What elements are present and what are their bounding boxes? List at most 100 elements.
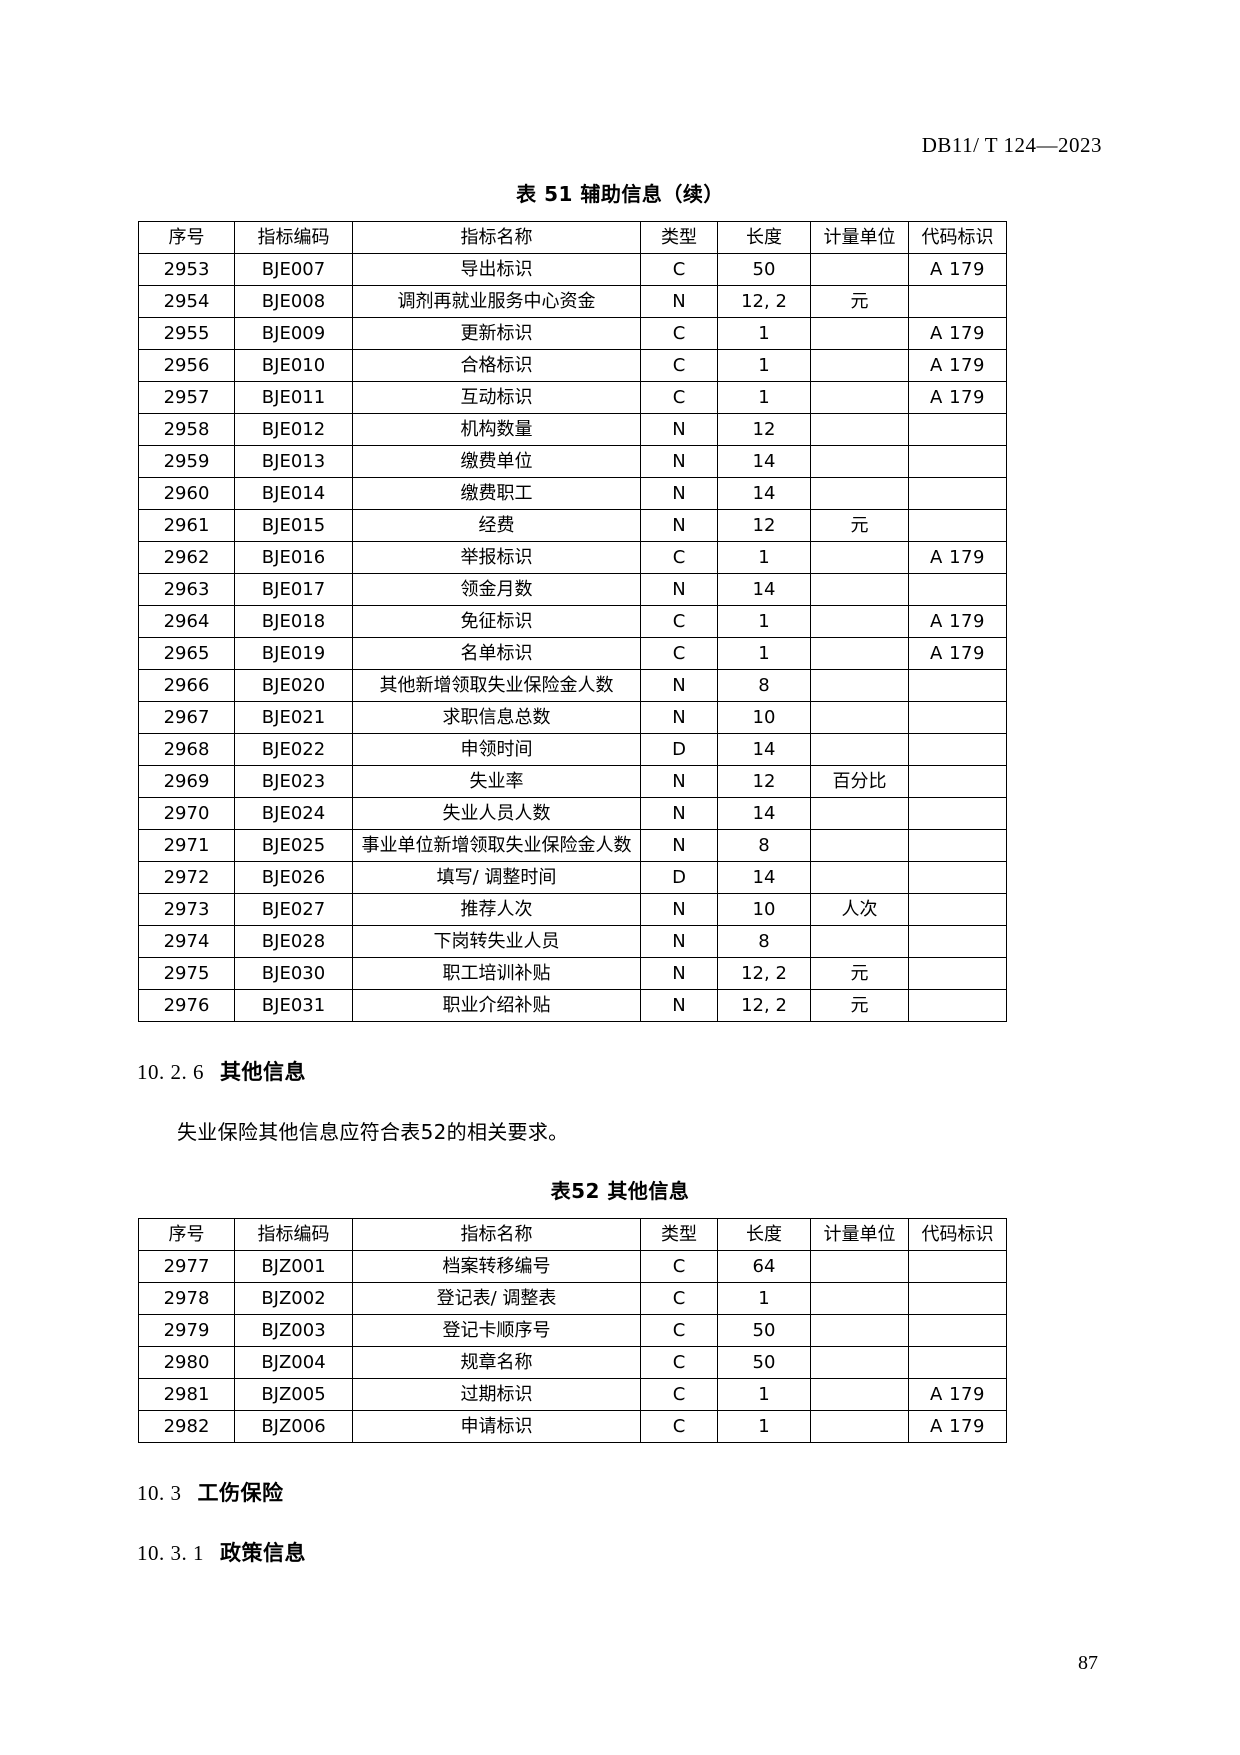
cell-name: 经费 <box>352 509 641 542</box>
cell-name: 职工培训补贴 <box>352 957 641 990</box>
cell-unit <box>810 1346 909 1379</box>
cell-serial: 2972 <box>138 861 235 894</box>
cell-length: 14 <box>717 797 811 830</box>
cell-unit <box>810 1378 909 1411</box>
cell-serial: 2960 <box>138 477 235 510</box>
table-row: 2964 BJE018 免征标识 C 1 A 179 <box>138 605 1007 638</box>
cell-code: BJE025 <box>234 829 353 862</box>
cell-name: 其他新增领取失业保险金人数 <box>352 669 641 702</box>
cell-type: N <box>640 765 718 798</box>
cell-code: BJE020 <box>234 669 353 702</box>
cell-length: 12 <box>717 509 811 542</box>
section-number: 10. 3 <box>137 1481 182 1505</box>
cell-type: N <box>640 477 718 510</box>
cell-type: N <box>640 445 718 478</box>
cell-type: C <box>640 253 718 286</box>
table-row: 2973 BJE027 推荐人次 N 10 人次 <box>138 893 1007 926</box>
cell-unit <box>810 381 909 414</box>
cell-serial: 2975 <box>138 957 235 990</box>
section-heading-10-3-1: 10. 3. 1 政策信息 <box>137 1537 1103 1567</box>
table-row: 2980 BJZ004 规章名称 C 50 <box>138 1346 1007 1379</box>
table-row: 2967 BJE021 求职信息总数 N 10 <box>138 701 1007 734</box>
cell-length: 12 <box>717 413 811 446</box>
cell-length: 1 <box>717 1282 811 1315</box>
cell-serial: 2967 <box>138 701 235 734</box>
cell-codeflag <box>908 1314 1007 1347</box>
cell-codeflag <box>908 285 1007 318</box>
cell-type: N <box>640 669 718 702</box>
cell-codeflag <box>908 413 1007 446</box>
cell-type: N <box>640 893 718 926</box>
cell-codeflag: A 179 <box>908 349 1007 382</box>
cell-name: 机构数量 <box>352 413 641 446</box>
cell-length: 1 <box>717 541 811 574</box>
cell-serial: 2955 <box>138 317 235 350</box>
column-header-name: 指标名称 <box>352 1218 641 1251</box>
table-header-row: 序号 指标编码 指标名称 类型 长度 计量单位 代码标识 <box>138 1218 1007 1251</box>
column-header-name: 指标名称 <box>352 221 641 254</box>
table-row: 2956 BJE010 合格标识 C 1 A 179 <box>138 349 1007 382</box>
cell-code: BJE023 <box>234 765 353 798</box>
cell-serial: 2980 <box>138 1346 235 1379</box>
cell-code: BJE017 <box>234 573 353 606</box>
cell-length: 14 <box>717 733 811 766</box>
column-header-code: 指标编码 <box>234 221 353 254</box>
table-row: 2955 BJE009 更新标识 C 1 A 179 <box>138 317 1007 350</box>
cell-serial: 2964 <box>138 605 235 638</box>
cell-length: 50 <box>717 253 811 286</box>
table-51-title: 表 51 辅助信息（续） <box>516 182 724 206</box>
cell-serial: 2965 <box>138 637 235 670</box>
cell-codeflag <box>908 701 1007 734</box>
cell-serial: 2979 <box>138 1314 235 1347</box>
column-header-codeflag: 代码标识 <box>908 1218 1007 1251</box>
column-header-length: 长度 <box>717 1218 811 1251</box>
cell-name: 缴费单位 <box>352 445 641 478</box>
cell-code: BJE026 <box>234 861 353 894</box>
cell-codeflag <box>908 1346 1007 1379</box>
cell-type: N <box>640 829 718 862</box>
cell-unit: 元 <box>810 285 909 318</box>
cell-length: 12, 2 <box>717 989 811 1022</box>
cell-codeflag: A 179 <box>908 1378 1007 1411</box>
running-header: DB11/ T 124—2023 <box>921 133 1102 157</box>
cell-unit <box>810 541 909 574</box>
cell-name: 登记表/ 调整表 <box>352 1282 641 1315</box>
cell-unit <box>810 445 909 478</box>
cell-type: D <box>640 733 718 766</box>
cell-length: 10 <box>717 893 811 926</box>
cell-length: 1 <box>717 317 811 350</box>
cell-type: N <box>640 925 718 958</box>
table-row: 2963 BJE017 领金月数 N 14 <box>138 573 1007 606</box>
cell-unit <box>810 413 909 446</box>
cell-type: C <box>640 1314 718 1347</box>
cell-type: C <box>640 317 718 350</box>
section-title: 工伤保险 <box>197 1481 284 1505</box>
table-52: 序号 指标编码 指标名称 类型 长度 计量单位 代码标识 2977 BJZ001 档… <box>138 1218 1007 1443</box>
cell-length: 1 <box>717 349 811 382</box>
table-row: 2968 BJE022 申领时间 D 14 <box>138 733 1007 766</box>
table-row: 2970 BJE024 失业人员人数 N 14 <box>138 797 1007 830</box>
cell-unit: 元 <box>810 957 909 990</box>
cell-unit: 百分比 <box>810 765 909 798</box>
cell-length: 12 <box>717 765 811 798</box>
cell-code: BJE024 <box>234 797 353 830</box>
cell-type: N <box>640 509 718 542</box>
cell-codeflag <box>908 1282 1007 1315</box>
cell-name: 免征标识 <box>352 605 641 638</box>
table-row: 2960 BJE014 缴费职工 N 14 <box>138 477 1007 510</box>
cell-codeflag <box>908 925 1007 958</box>
cell-unit <box>810 669 909 702</box>
table-row: 2971 BJE025 事业单位新增领取失业保险金人数 N 8 <box>138 829 1007 862</box>
cell-code: BJE016 <box>234 541 353 574</box>
cell-name: 推荐人次 <box>352 893 641 926</box>
table-row: 2953 BJE007 导出标识 C 50 A 179 <box>138 253 1007 286</box>
column-header-type: 类型 <box>640 1218 718 1251</box>
cell-type: D <box>640 861 718 894</box>
cell-serial: 2956 <box>138 349 235 382</box>
cell-name: 档案转移编号 <box>352 1250 641 1283</box>
table-row: 2966 BJE020 其他新增领取失业保险金人数 N 8 <box>138 669 1007 702</box>
column-header-code: 指标编码 <box>234 1218 353 1251</box>
